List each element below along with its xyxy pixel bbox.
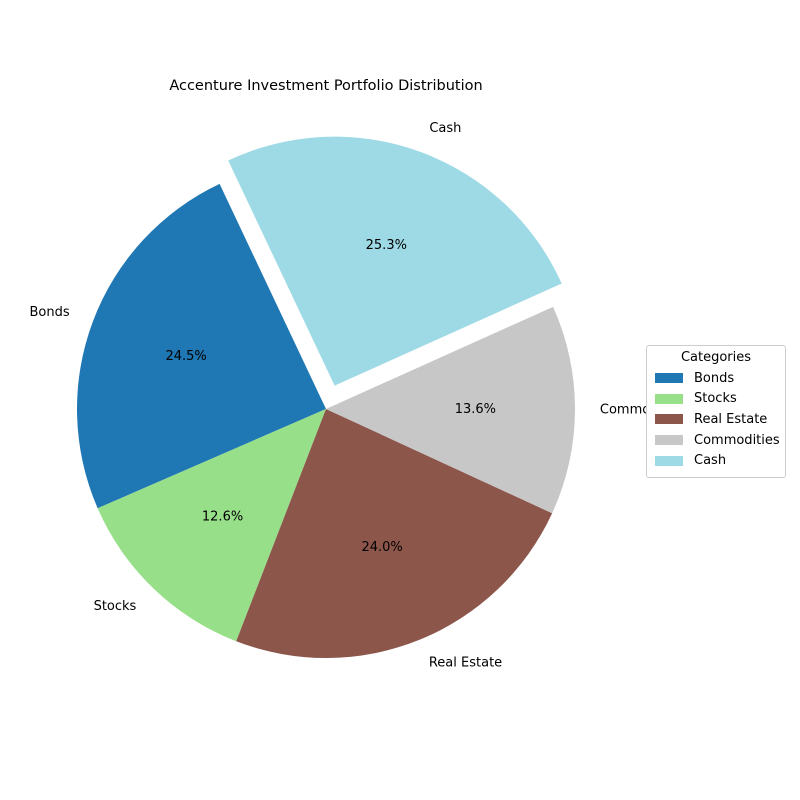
pie-slice-commodities <box>326 306 575 514</box>
pie-slice-bonds <box>76 183 327 509</box>
pct-label-real-estate: 24.0% <box>361 540 402 555</box>
legend-item-stocks: Stocks <box>655 389 777 410</box>
legend-swatch-commodities <box>655 435 683 446</box>
pie-slices <box>76 136 575 658</box>
legend-item-cash: Cash <box>655 450 777 471</box>
legend-swatch-cash <box>655 455 683 466</box>
pie-slice-stocks <box>97 409 326 642</box>
legend-swatch-stocks <box>655 393 683 404</box>
slice-label-stocks: Stocks <box>94 599 137 614</box>
pct-label-bonds: 24.5% <box>165 349 206 364</box>
pct-label-cash: 25.3% <box>366 238 407 253</box>
slice-label-cash: Cash <box>429 121 461 136</box>
legend-swatch-real-estate <box>655 414 683 425</box>
legend-item-real-estate: Real Estate <box>655 409 777 430</box>
pie-slice-real-estate <box>236 409 553 658</box>
pct-label-commodities: 13.6% <box>455 402 496 417</box>
slice-label-bonds: Bonds <box>29 305 69 320</box>
legend-label-bonds: Bonds <box>694 370 735 386</box>
legend-item-bonds: Bonds <box>655 368 777 389</box>
legend-label-commodities: Commodities <box>694 432 780 448</box>
legend-label-cash: Cash <box>694 453 727 469</box>
legend: Categories Bonds Stocks Real Estate Commodi… <box>646 345 786 478</box>
legend-item-commodities: Commodities <box>655 430 780 451</box>
chart-title: Accenture Investment Portfolio Distribut… <box>169 78 482 94</box>
pie-slice-cash <box>228 136 562 386</box>
legend-title: Categories <box>680 350 752 365</box>
legend-label-stocks: Stocks <box>694 391 737 407</box>
pct-label-stocks: 12.6% <box>202 509 243 524</box>
legend-items: Bonds Stocks Real Estate Commodities Cash <box>655 368 780 471</box>
legend-label-real-estate: Real Estate <box>694 411 768 427</box>
slice-label-real-estate: Real Estate <box>429 655 502 670</box>
legend-swatch-bonds <box>655 373 683 384</box>
